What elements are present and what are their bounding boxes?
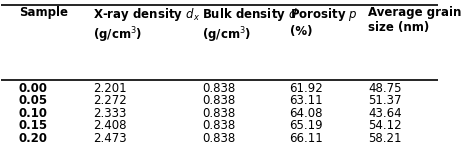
- Text: 43.64: 43.64: [368, 107, 402, 120]
- Text: 2.473: 2.473: [93, 132, 127, 145]
- Text: 0.00: 0.00: [19, 82, 48, 95]
- Text: Bulk density $d$
(g/cm$^3$): Bulk density $d$ (g/cm$^3$): [202, 6, 298, 45]
- Text: 0.838: 0.838: [202, 132, 236, 145]
- Text: Porosity $p$
(%): Porosity $p$ (%): [290, 6, 357, 38]
- Text: 54.12: 54.12: [368, 120, 402, 132]
- Text: Average grain
size (nm): Average grain size (nm): [368, 6, 462, 34]
- Text: 63.11: 63.11: [290, 94, 323, 107]
- Text: 58.21: 58.21: [368, 132, 401, 145]
- Text: 65.19: 65.19: [290, 120, 323, 132]
- Text: 0.838: 0.838: [202, 94, 236, 107]
- Text: 0.10: 0.10: [19, 107, 48, 120]
- Text: X-ray density $d_x$
(g/cm$^3$): X-ray density $d_x$ (g/cm$^3$): [93, 6, 200, 45]
- Text: 2.201: 2.201: [93, 82, 127, 95]
- Text: 0.20: 0.20: [19, 132, 48, 145]
- Text: Sample: Sample: [19, 6, 68, 19]
- Text: 2.408: 2.408: [93, 120, 127, 132]
- Text: 0.15: 0.15: [19, 120, 48, 132]
- Text: 48.75: 48.75: [368, 82, 401, 95]
- Text: 51.37: 51.37: [368, 94, 401, 107]
- Text: 61.92: 61.92: [290, 82, 323, 95]
- Text: 2.272: 2.272: [93, 94, 127, 107]
- Text: 66.11: 66.11: [290, 132, 323, 145]
- Text: 0.838: 0.838: [202, 82, 236, 95]
- Text: 0.838: 0.838: [202, 107, 236, 120]
- Text: 2.333: 2.333: [93, 107, 127, 120]
- Text: 0.05: 0.05: [19, 94, 48, 107]
- Text: 0.838: 0.838: [202, 120, 236, 132]
- Text: 64.08: 64.08: [290, 107, 323, 120]
